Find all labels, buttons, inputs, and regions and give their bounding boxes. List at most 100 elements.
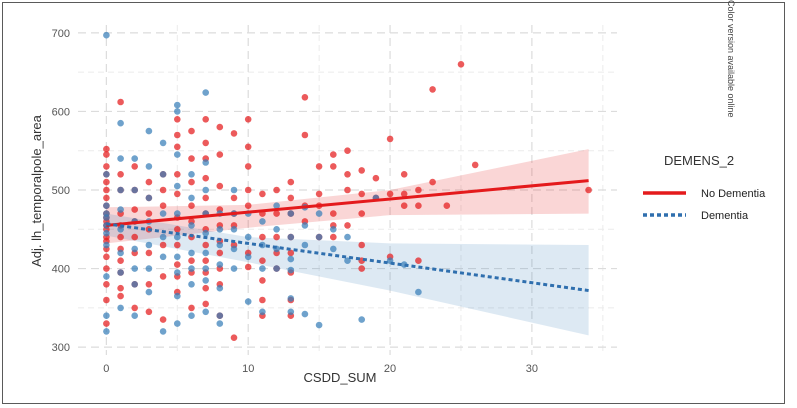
data-point [174, 116, 181, 123]
data-point [301, 222, 309, 229]
data-point [273, 265, 280, 272]
data-point [259, 308, 266, 316]
data-point [230, 186, 238, 194]
data-point [174, 108, 181, 115]
data-point [358, 316, 366, 323]
fit-lines [106, 179, 589, 293]
data-point [103, 145, 110, 153]
y-axis-label: Adj. lh_temporalpole_area [29, 114, 44, 267]
data-point [330, 245, 337, 253]
data-point [358, 190, 366, 198]
data-point [131, 245, 138, 253]
y-tick-label: 400 [52, 264, 70, 276]
data-point [174, 182, 181, 190]
data-point [131, 206, 138, 213]
data-point [159, 253, 167, 261]
data-point [103, 328, 110, 335]
data-point [131, 155, 138, 162]
data-point [344, 186, 351, 194]
data-point [287, 233, 295, 241]
data-point [287, 194, 295, 202]
data-point [287, 249, 295, 257]
data-point [344, 233, 351, 241]
data-point [443, 202, 451, 209]
data-point [145, 163, 153, 170]
data-point [174, 143, 181, 151]
data-point [103, 186, 110, 194]
data-point [216, 123, 224, 131]
data-point [103, 178, 110, 186]
grid [78, 25, 617, 355]
data-point [145, 178, 153, 186]
data-point [145, 194, 153, 202]
data-point [159, 316, 167, 323]
data-point [159, 139, 167, 147]
data-point [103, 253, 110, 261]
data-point [244, 253, 252, 261]
data-point [259, 190, 266, 198]
data-point [216, 320, 224, 327]
data-point [103, 163, 110, 170]
data-point [301, 131, 309, 139]
data-point [145, 127, 153, 135]
data-point [344, 257, 351, 264]
data-point [145, 281, 153, 288]
data-point [330, 163, 337, 170]
data-point [117, 269, 124, 276]
data-point [117, 249, 124, 257]
data-points [103, 31, 592, 342]
data-point [131, 233, 138, 241]
data-point [117, 155, 124, 162]
legend: DEMENS_2 No Dementia Dementia [643, 153, 766, 222]
legend-label: Dementia [701, 210, 749, 222]
data-point [301, 310, 309, 318]
data-point [159, 171, 167, 178]
data-point [117, 206, 124, 213]
data-point [230, 130, 238, 137]
data-point [174, 261, 181, 268]
data-point [457, 61, 465, 68]
data-point [400, 190, 408, 198]
data-point [202, 265, 209, 272]
data-point [103, 320, 110, 327]
data-point [202, 139, 209, 147]
data-point [415, 186, 422, 194]
data-point [103, 31, 110, 39]
data-point [429, 178, 436, 186]
data-point [202, 116, 209, 123]
data-point [117, 119, 124, 127]
data-point [202, 174, 209, 182]
figure-frame: 0 10 20 30 300 400 500 600 700 CSDD_SUM Adj. lh_… [2, 2, 785, 404]
data-point [202, 159, 209, 166]
data-point [117, 284, 124, 292]
data-point [287, 255, 295, 263]
data-point [131, 265, 138, 272]
data-point [174, 320, 181, 327]
data-point [131, 163, 138, 170]
data-point [287, 210, 295, 217]
data-point [103, 273, 110, 280]
data-point [174, 210, 181, 217]
data-point [202, 229, 209, 237]
data-point [273, 233, 280, 241]
data-point [117, 98, 124, 106]
data-point [103, 296, 110, 304]
data-point [188, 178, 195, 186]
data-point [216, 312, 224, 320]
data-point [216, 226, 224, 233]
data-point [273, 210, 280, 217]
data-point [330, 226, 337, 233]
data-point [415, 202, 422, 209]
data-point [117, 226, 124, 233]
data-point [117, 257, 124, 264]
fit-line [106, 179, 589, 227]
data-point [202, 308, 209, 316]
data-point [585, 186, 592, 194]
data-point [131, 312, 138, 320]
y-tick-label: 700 [52, 28, 70, 40]
data-point [358, 210, 366, 217]
data-point [273, 186, 280, 194]
data-point [131, 281, 138, 288]
x-tick-label: 30 [526, 363, 538, 375]
data-point [287, 178, 295, 186]
